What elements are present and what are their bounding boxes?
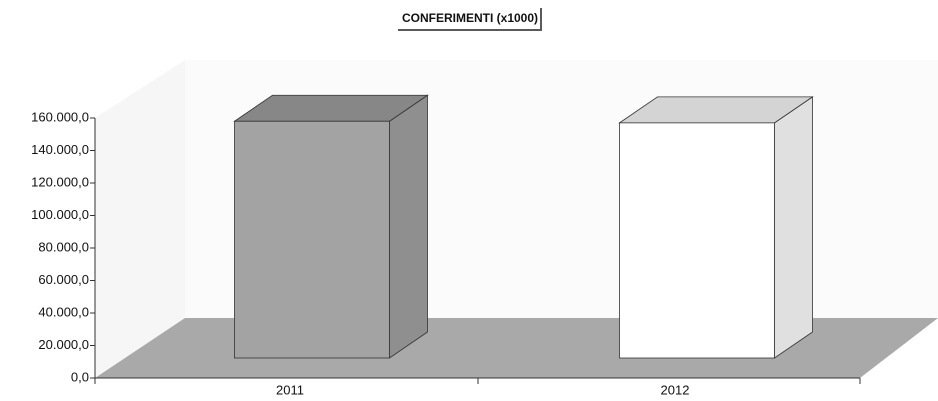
y-tick-label: 120.000,0 <box>31 174 89 189</box>
x-tick-label: 2011 <box>276 382 304 397</box>
x-tick-label: 2012 <box>661 382 690 397</box>
y-tick-label: 60.000,0 <box>38 272 89 287</box>
bar <box>619 122 775 359</box>
bar-side <box>389 94 428 359</box>
y-tick-label: 160.000,0 <box>31 109 89 124</box>
y-tick-label: 20.000,0 <box>38 337 89 352</box>
y-tick-label: 80.000,0 <box>38 239 89 254</box>
bar-side <box>774 96 813 359</box>
y-tick-label: 140.000,0 <box>31 142 89 157</box>
y-tick-label: 100.000,0 <box>31 207 89 222</box>
bar <box>234 120 390 359</box>
y-tick-label: 40.000,0 <box>38 304 89 319</box>
side-wall <box>95 60 185 378</box>
chart-title: CONFERIMENTI (x1000) <box>402 11 538 25</box>
y-tick-label: 0,0 <box>71 369 89 384</box>
